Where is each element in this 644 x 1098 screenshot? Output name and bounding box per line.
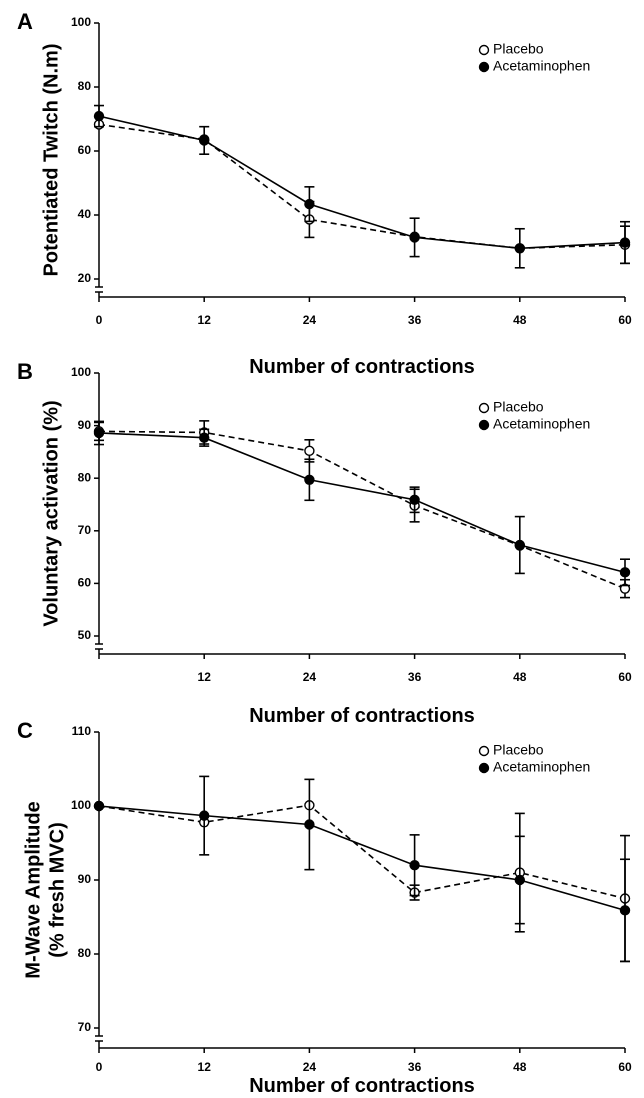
y-tick-label: 80 <box>78 946 92 960</box>
data-point-acetaminophen <box>514 539 525 551</box>
x-tick-label: 0 <box>96 1060 103 1074</box>
y-tick-label: 90 <box>78 418 92 432</box>
data-point-acetaminophen <box>304 198 315 210</box>
panel-letter: C <box>17 718 33 743</box>
y-tick-label: 70 <box>78 1020 92 1034</box>
data-point-acetaminophen <box>514 243 525 254</box>
y-tick-label: 50 <box>78 628 92 642</box>
data-point-placebo <box>304 445 315 457</box>
x-tick-label: 48 <box>513 670 527 684</box>
data-point-acetaminophen <box>619 905 631 916</box>
data-point-acetaminophen <box>198 810 210 821</box>
panel-letter: A <box>17 9 33 34</box>
panel-letter: B <box>17 359 33 384</box>
y-axis-title: M-Wave Amplitude <box>22 801 44 978</box>
y-tick-label: 20 <box>78 271 92 285</box>
x-tick-label: 36 <box>408 670 422 684</box>
series-line-acetaminophen <box>98 805 626 912</box>
legend-marker-acetaminophen <box>478 419 490 431</box>
legend-marker-acetaminophen <box>478 61 490 73</box>
y-axis-title: Voluntary activation (%) <box>40 400 62 626</box>
x-tick-label: 24 <box>303 670 317 684</box>
data-point-acetaminophen <box>198 432 210 443</box>
series-line-placebo <box>98 123 626 250</box>
x-tick-label: 24 <box>303 1060 317 1074</box>
legend-label: Acetaminophen <box>493 58 590 74</box>
data-point-acetaminophen <box>93 110 105 122</box>
data-point-acetaminophen <box>304 819 315 830</box>
data-point-acetaminophen <box>93 427 105 439</box>
series-line-acetaminophen <box>98 115 626 250</box>
legend-label: Placebo <box>493 41 544 57</box>
x-tick-label: 12 <box>198 670 212 684</box>
x-tick-label: 48 <box>513 313 527 327</box>
y-tick-label: 100 <box>71 798 91 812</box>
data-point-acetaminophen <box>304 474 315 485</box>
x-tick-label: 12 <box>198 1060 212 1074</box>
y-axis-title: Potentiated Twitch (N.m) <box>40 44 62 277</box>
x-tick-label: 48 <box>513 1060 527 1074</box>
x-tick-label: 60 <box>618 670 632 684</box>
data-point-acetaminophen <box>514 874 525 886</box>
y-axis-title-line2: (% fresh MVC) <box>46 822 68 958</box>
x-tick-label: 36 <box>408 1060 422 1074</box>
legend-label: Placebo <box>493 742 544 758</box>
x-tick-label: 36 <box>408 313 422 327</box>
y-tick-label: 100 <box>71 365 91 379</box>
legend-label: Acetaminophen <box>493 759 590 775</box>
y-tick-label: 110 <box>72 724 92 738</box>
x-axis-title: Number of contractions <box>249 705 475 727</box>
y-tick-label: 60 <box>78 143 92 157</box>
data-point-acetaminophen <box>619 567 631 578</box>
x-tick-label: 60 <box>618 313 632 327</box>
data-point-acetaminophen <box>198 135 210 146</box>
data-point-acetaminophen <box>409 860 420 871</box>
data-point-acetaminophen <box>93 800 105 812</box>
data-point-acetaminophen <box>409 232 420 243</box>
y-tick-label: 100 <box>71 15 91 29</box>
y-tick-label: 80 <box>78 470 92 484</box>
legend-label: Placebo <box>493 399 544 415</box>
x-tick-label: 24 <box>303 313 317 327</box>
y-tick-label: 60 <box>78 576 92 590</box>
x-axis-title: Number of contractions <box>249 356 475 378</box>
y-tick-label: 40 <box>78 207 92 221</box>
legend-marker-placebo <box>478 44 490 56</box>
data-point-acetaminophen <box>409 494 420 505</box>
data-point-acetaminophen <box>619 237 631 248</box>
x-tick-label: 12 <box>198 313 212 327</box>
legend-marker-placebo <box>478 402 490 414</box>
x-axis-title: Number of contractions <box>249 1075 475 1097</box>
y-tick-label: 80 <box>78 79 92 93</box>
series-line-placebo <box>98 430 626 590</box>
x-tick-label: 0 <box>96 313 103 327</box>
series-line-acetaminophen <box>98 432 626 574</box>
legend-marker-placebo <box>478 745 490 757</box>
y-tick-label: 70 <box>78 523 92 537</box>
legend-marker-acetaminophen <box>478 762 490 774</box>
x-tick-label: 60 <box>618 1060 632 1074</box>
legend-label: Acetaminophen <box>493 416 590 432</box>
y-tick-label: 90 <box>78 872 92 886</box>
series-line-placebo <box>98 804 626 900</box>
